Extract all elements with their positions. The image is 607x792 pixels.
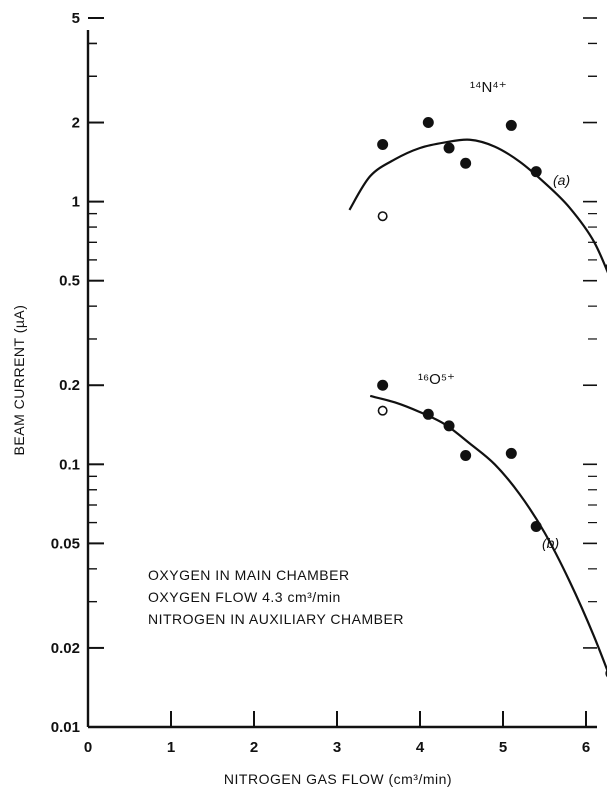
fit-curve-b <box>369 394 607 673</box>
data-point-n14 <box>505 119 517 131</box>
fit-curve-a <box>348 138 607 274</box>
annotation-line-3: NITROGEN IN AUXILIARY CHAMBER <box>148 611 404 627</box>
series-label-n14: ¹⁴N⁴⁺ <box>470 79 507 96</box>
data-point-o16 <box>505 447 517 459</box>
axes-frame <box>86 30 597 729</box>
y-axis-label: BEAM CURRENT (µA) <box>11 305 27 456</box>
x-axis-label: NITROGEN GAS FLOW (cm³/min) <box>224 771 452 787</box>
y-tick-label: 0.05 <box>51 535 80 552</box>
data-point-o16 <box>443 420 455 432</box>
curve-label-b: (b) <box>542 535 559 551</box>
data-point-o16 <box>377 379 389 391</box>
y-tick-label: 0.5 <box>59 273 80 290</box>
y-tick-label: 0.02 <box>51 640 80 657</box>
data-point-n14 <box>530 166 542 178</box>
x-tick-label: 6 <box>582 739 590 756</box>
x-tick-label: 1 <box>167 739 175 756</box>
y-tick-label: 2 <box>72 115 80 132</box>
series-label-o16: ¹⁶O⁵⁺ <box>418 371 455 388</box>
open-data-point-o16 <box>377 405 388 416</box>
y-tick-label: 5 <box>72 10 80 27</box>
curve-label-a: (a) <box>553 172 570 188</box>
data-point-o16 <box>460 450 472 462</box>
data-point-o16 <box>530 520 542 532</box>
y-tick-label: 0.1 <box>59 456 80 473</box>
y-tick-label: 0.2 <box>59 377 80 394</box>
y-axis-ticks: 0.01 0.02 0.05 0.1 0.2 0.5 1 2 5 <box>51 10 597 736</box>
data-point-o16 <box>422 408 434 420</box>
open-data-point-n14 <box>377 211 388 222</box>
y-tick-label: 0.01 <box>51 719 80 736</box>
x-axis-ticks: 0 1 2 3 4 5 6 <box>84 711 590 756</box>
annotation-line-2: OXYGEN FLOW 4.3 cm³/min <box>148 589 341 605</box>
y-tick-label: 1 <box>72 194 80 211</box>
data-point-n14 <box>422 117 434 129</box>
data-point-n14 <box>460 157 472 169</box>
data-point-n14 <box>443 142 455 154</box>
data-points <box>377 117 607 678</box>
annotation-line-1: OXYGEN IN MAIN CHAMBER <box>148 567 350 583</box>
fit-curves <box>348 138 607 673</box>
x-tick-label: 5 <box>499 739 507 756</box>
x-tick-label: 4 <box>416 739 425 756</box>
x-tick-label: 0 <box>84 739 92 756</box>
data-point-n14 <box>377 138 389 150</box>
x-tick-label: 2 <box>250 739 258 756</box>
x-tick-label: 3 <box>333 739 341 756</box>
